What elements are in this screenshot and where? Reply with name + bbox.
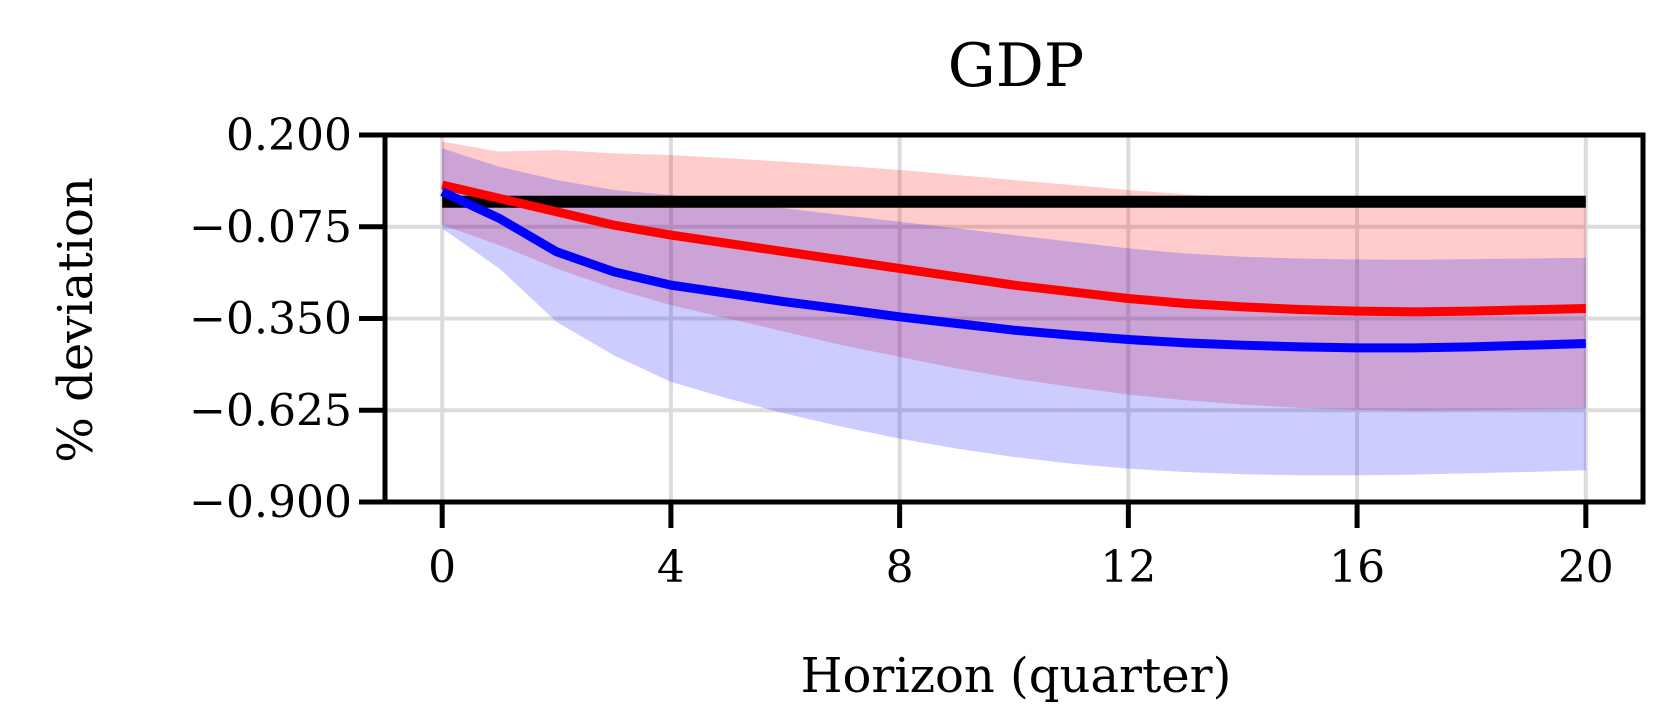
x-tick-label: 20 (1558, 542, 1614, 593)
y-tick-label: −0.075 (189, 202, 352, 253)
axis-ticks: 0 4 8 12 16 20 0.200 −0.075 −0.350 −0.625 −0.900 (189, 110, 1614, 593)
y-tick-label: −0.625 (189, 385, 352, 436)
x-tick-label: 8 (886, 542, 914, 593)
y-axis-title: % deviation (48, 177, 104, 463)
y-tick-label: −0.900 (189, 477, 352, 528)
x-tick-label: 4 (657, 542, 685, 593)
x-tick-label: 0 (428, 542, 456, 593)
series-lines (440, 180, 1586, 353)
series-line-1 (441, 180, 1586, 317)
y-tick-label: 0.200 (226, 110, 352, 161)
confidence-band-2 (442, 148, 1586, 476)
x-tick-label: 16 (1329, 542, 1385, 593)
x-tick-label: 12 (1100, 542, 1156, 593)
x-axis-title: Horizon (quarter) (801, 648, 1232, 704)
chart-title: GDP (948, 31, 1084, 101)
series-line-2 (440, 187, 1586, 353)
y-tick-label: −0.350 (189, 294, 352, 345)
